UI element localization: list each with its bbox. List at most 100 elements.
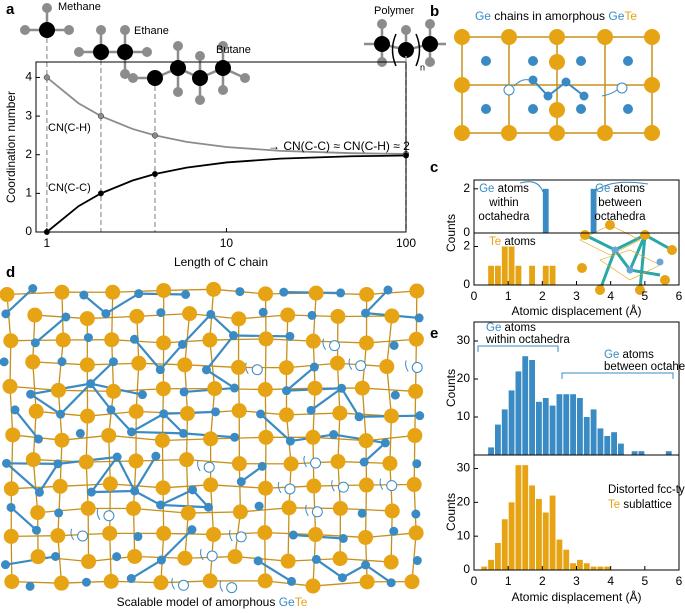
ge-atom [86,379,96,389]
lattice-bond [209,338,266,341]
lattice-bond [390,510,393,563]
shift-arrow [197,460,201,472]
x-tick-label: 1 [44,236,51,250]
y-tick-label: 10 [457,528,471,542]
te-atom [177,550,193,566]
ge-atom [112,552,122,562]
lattice-bond [108,435,111,484]
bar [501,246,508,285]
lattice-bond [365,434,415,442]
te-atom [127,548,143,564]
x-tick-label: 100 [396,236,416,250]
ge-bond [133,455,157,492]
te-atom [358,477,374,493]
molecule-label: Butane [216,44,251,56]
label-part: octahedra [594,211,646,223]
ge-atom [177,339,187,349]
bar [508,390,515,455]
te-atom [55,332,71,348]
label: between octahedra [604,361,685,373]
shift-arrow [405,360,409,372]
te-atom [5,427,21,443]
ge-bond [130,559,163,580]
ge-atom [54,508,64,518]
lattice-bond [411,532,417,582]
bar [590,188,597,233]
te-atom [30,505,46,521]
x-tick-label: 1 [505,289,512,303]
ge-atom [181,289,191,299]
ge-bond [89,382,112,411]
molecules [20,3,446,105]
vacancy [310,457,322,469]
bar [488,559,494,570]
bar [542,188,549,233]
y-tick-label: 20 [457,371,471,385]
shift-arrow [322,338,326,350]
lattice-bond [6,294,12,341]
ge-bond [285,366,316,392]
lattice-bond [264,338,267,390]
ge-atom [412,556,422,566]
ge-atom [361,308,371,318]
te-atom [231,456,247,472]
te-atom [257,480,273,496]
te-atom [155,480,171,496]
bracket [477,345,674,379]
x-axis-label: Atomic displacement (Å) [511,303,641,318]
te-atom [105,383,121,399]
lattice-bond [37,507,89,514]
ge-atom [156,555,166,565]
te-atom [359,286,375,302]
lattice-bond [34,314,88,320]
ge-atom [415,411,425,421]
panel-letter: b [430,3,439,20]
ge-atom [130,486,140,496]
te-atom [257,525,273,541]
te-atom [354,380,370,396]
ge-atom [412,459,422,469]
ge-atom [25,581,35,591]
ge-bond [162,412,185,435]
ge-bond [105,292,140,315]
label: Te sublattice [608,499,672,511]
vacancy [411,361,423,373]
ge-bond [160,528,193,561]
bar [604,566,611,570]
ge-atom [256,409,266,419]
bar [536,498,542,570]
x-axis-label: Length of C chain [174,255,268,269]
y-tick-label: 0 [25,224,32,238]
label-part: Ge [279,595,295,609]
y-tick-label: 2 [463,181,470,195]
y-axis-label: Counts [444,369,458,407]
lattice-bond [185,413,189,460]
ge-bond [5,287,34,315]
shift-arrow [171,578,175,590]
ge-bond [364,563,392,584]
label: between [598,197,641,209]
bar [631,451,638,455]
te-atom [102,476,118,492]
te-atom [54,432,70,448]
ge-atom [106,405,116,415]
te-atom [53,575,69,591]
te-atom [153,575,169,591]
ge-atom [86,487,96,497]
label: octahedra [594,211,646,223]
te-atom [332,405,348,421]
te-atom [406,477,422,493]
y-tick-label: 10 [457,409,471,423]
ge-atom [51,551,61,561]
ge-atom [254,501,264,511]
ge-atom [282,386,292,396]
ge-atom [134,289,144,299]
lattice-bond [111,580,161,584]
label-part: between [598,197,641,209]
ge-atom [178,428,188,438]
y-tick-label: 2 [25,147,32,161]
te-atom [408,331,424,347]
point [151,170,159,178]
panel-letter: e [430,325,438,342]
te-atom [231,311,247,327]
